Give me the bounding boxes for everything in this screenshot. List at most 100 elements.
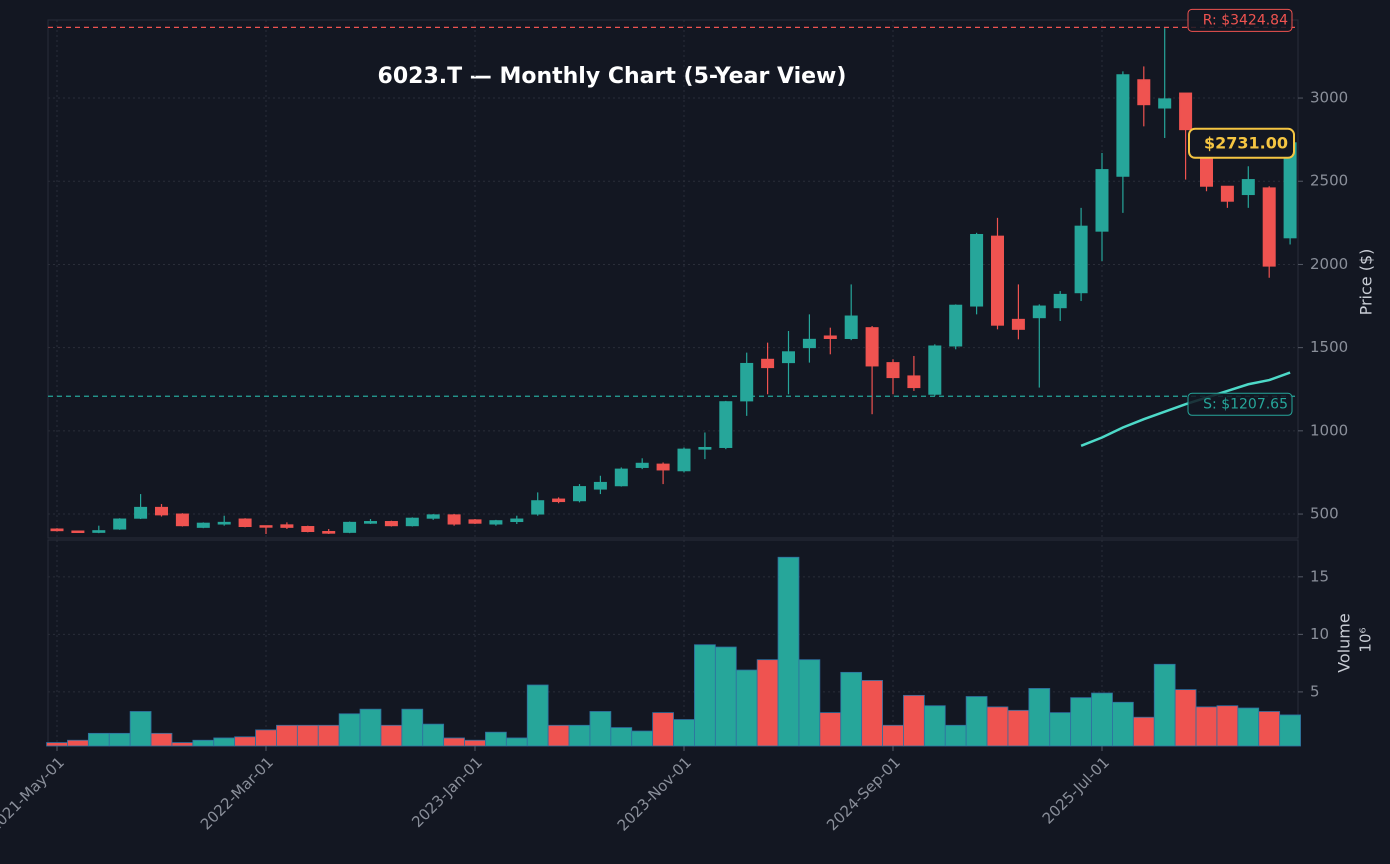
volume-bar [1049, 712, 1072, 747]
y-tick-label: 3000 [1310, 89, 1348, 107]
candle-body [949, 304, 963, 347]
candle-body [301, 526, 315, 533]
volume-bar [777, 556, 800, 747]
volume-bar [1112, 701, 1134, 747]
candle-body [1116, 74, 1130, 177]
volume-bar [87, 732, 110, 747]
support-label: S: $1207.65 [1203, 396, 1288, 412]
volume-bar [1258, 711, 1281, 747]
volume-bar [840, 671, 863, 747]
candle-body [343, 521, 357, 533]
volume-bar [694, 644, 716, 747]
volume-bar [255, 729, 277, 747]
y-tick-label: 1000 [1310, 421, 1348, 439]
candle-body [1158, 98, 1172, 109]
last-price-box [1188, 127, 1295, 159]
volume-bar [610, 727, 633, 747]
candle-body [447, 514, 461, 525]
candle-body [991, 235, 1004, 326]
price-panel [47, 19, 1299, 539]
volume-bar [234, 736, 256, 747]
candle-body [531, 500, 545, 515]
candle-body [844, 315, 858, 339]
volume-bar [756, 659, 779, 747]
volume-bar [673, 719, 695, 747]
volume-bar [1237, 707, 1260, 747]
y-tick-label: 2500 [1310, 172, 1348, 190]
volume-bar [547, 724, 570, 747]
candle-body [782, 351, 795, 364]
volume-bar [1007, 709, 1030, 747]
candle-body [614, 468, 628, 487]
volume-bar [1070, 697, 1092, 747]
moving-average-line [1080, 371, 1291, 447]
candle-body [1053, 293, 1067, 309]
candle-body [468, 519, 482, 524]
candle-body [823, 335, 837, 339]
volume-bar [965, 696, 988, 747]
candle-body [928, 345, 942, 395]
candle-body [426, 514, 440, 519]
volume-bar [296, 724, 319, 747]
volume-bar [589, 711, 612, 747]
volume-bar [67, 739, 89, 747]
candle-body [1074, 225, 1088, 294]
candle-body [886, 362, 900, 379]
candle-body [92, 530, 106, 533]
candle-body [865, 327, 879, 367]
volume-bar [213, 737, 236, 747]
candle-body [970, 233, 984, 307]
volume-bar [276, 724, 298, 747]
candle-body [489, 520, 503, 525]
candle-body [573, 486, 586, 502]
candle-body [1179, 92, 1193, 131]
volume-bar [505, 737, 528, 747]
candle-body [196, 522, 210, 528]
volume-bar [1216, 705, 1239, 747]
y-tick-label: 10 [1310, 625, 1329, 643]
volume-bar [944, 724, 967, 747]
candle-body [238, 518, 252, 528]
candle-body [552, 498, 566, 503]
volume-bar [108, 732, 131, 747]
candle-body [50, 528, 64, 532]
resistance-label: R: $3424.84 [1203, 12, 1288, 28]
volume-bar [1279, 714, 1301, 747]
volume-bar [1091, 692, 1113, 747]
candle-body [364, 521, 377, 524]
candle-body [1032, 305, 1046, 319]
volume-bar [986, 706, 1009, 747]
candle-body [907, 375, 921, 389]
candle-body [761, 358, 775, 369]
volume-bar [882, 724, 904, 747]
volume-bar [631, 730, 654, 747]
y-tick-label: 1500 [1310, 338, 1348, 356]
candle-body [113, 518, 127, 530]
candle-body [677, 448, 691, 472]
volume-bar [861, 680, 883, 747]
candle-body [1011, 318, 1025, 330]
volume-bar [819, 712, 842, 747]
volume-bar [735, 669, 758, 747]
volume-bar [714, 646, 737, 747]
y-tick-label: 2000 [1310, 255, 1348, 273]
volume-bar [129, 711, 152, 747]
candle-body [322, 531, 336, 534]
volume-scale-label: 10⁶ [1357, 627, 1375, 652]
volume-bar [798, 659, 821, 747]
volume-bar [1174, 689, 1197, 747]
volume-bar [171, 742, 194, 747]
candle-body [217, 521, 231, 525]
y-axis-label: Price ($) [1357, 249, 1376, 316]
volume-bar [923, 705, 946, 747]
volume-bar [359, 708, 382, 747]
volume-bar [46, 742, 68, 747]
volume-bar [485, 731, 507, 747]
volume-bar [464, 739, 486, 747]
volume-bar [317, 724, 340, 747]
candle-body [593, 481, 607, 490]
volume-bar [1195, 706, 1218, 747]
volume-bar [568, 724, 591, 747]
y-tick-label: 5 [1310, 682, 1320, 700]
last-price-label: $2731.00 [1204, 133, 1288, 152]
